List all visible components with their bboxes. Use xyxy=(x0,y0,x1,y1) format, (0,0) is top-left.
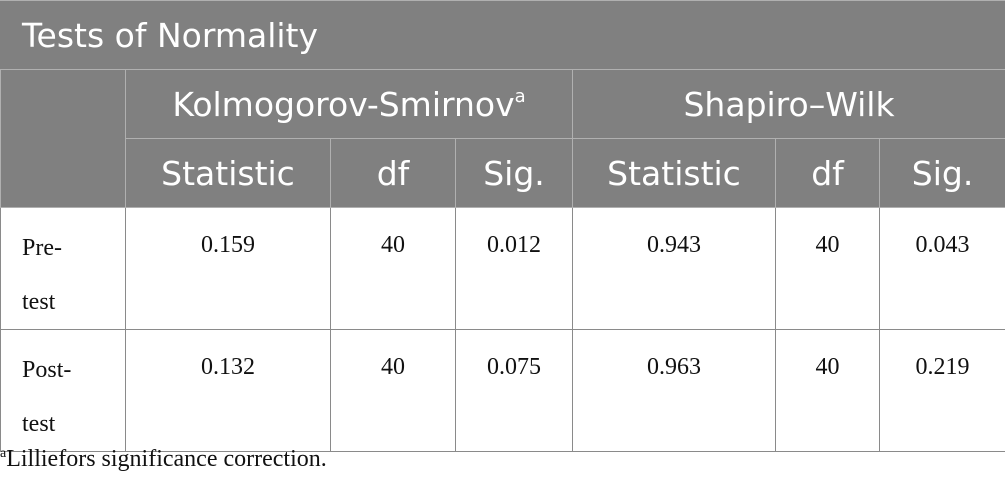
ks-df-header: df xyxy=(330,138,456,208)
group-header-row: Kolmogorov-Smirnova Shapiro–Wilk xyxy=(0,69,1005,208)
cell-pre-ks-statistic: 0.159 xyxy=(125,207,331,330)
ks-statistic-header: Statistic xyxy=(125,138,331,208)
ks-sig-header: Sig. xyxy=(455,138,573,208)
cell-post-ks-sig: 0.075 xyxy=(455,329,573,452)
sub-header-row: Statistic df Sig. Statistic df Sig. xyxy=(1,138,1005,208)
ks-group-label: Kolmogorov-Smirnov xyxy=(172,84,515,124)
sw-group-header: Shapiro–Wilk xyxy=(571,69,1005,139)
cell-post-ks-df: 40 xyxy=(330,329,456,452)
table-row-post-test: Post-test 0.132 40 0.075 0.963 40 0.219 xyxy=(0,329,1005,452)
ks-footnote-marker: a xyxy=(514,85,526,107)
ks-group-header: Kolmogorov-Smirnova xyxy=(125,69,573,139)
cell-post-sw-df: 40 xyxy=(775,329,880,452)
cell-pre-ks-df: 40 xyxy=(330,207,456,330)
tests-of-normality-table: Tests of Normality Kolmogorov-Smirnova S… xyxy=(0,0,1005,452)
table-footnote: aLilliefors significance correction. xyxy=(0,446,327,473)
sw-statistic-header: Statistic xyxy=(572,138,776,208)
sw-sig-header: Sig. xyxy=(878,138,1005,208)
footnote-text: Lilliefors significance correction. xyxy=(6,446,327,472)
footnote-marker: a xyxy=(0,446,7,461)
cell-post-sw-statistic: 0.963 xyxy=(572,329,776,452)
cell-post-ks-statistic: 0.132 xyxy=(125,329,331,452)
title-row: Tests of Normality xyxy=(0,0,1005,70)
cell-post-sw-sig: 0.219 xyxy=(878,329,1005,452)
table-title: Tests of Normality xyxy=(0,0,1005,70)
table-row-pre-test: Pre-test 0.159 40 0.012 0.943 40 0.043 xyxy=(0,207,1005,330)
cell-pre-ks-sig: 0.012 xyxy=(455,207,573,330)
sw-df-header: df xyxy=(775,138,880,208)
cell-pre-sw-df: 40 xyxy=(775,207,880,330)
row-label-pre-test: Pre-test xyxy=(0,207,126,330)
row-label-post-test: Post-test xyxy=(0,329,126,452)
normality-table-container: Tests of Normality Kolmogorov-Smirnova S… xyxy=(0,0,1005,452)
row-label-header-blank xyxy=(0,69,126,208)
cell-pre-sw-sig: 0.043 xyxy=(878,207,1005,330)
cell-pre-sw-statistic: 0.943 xyxy=(572,207,776,330)
